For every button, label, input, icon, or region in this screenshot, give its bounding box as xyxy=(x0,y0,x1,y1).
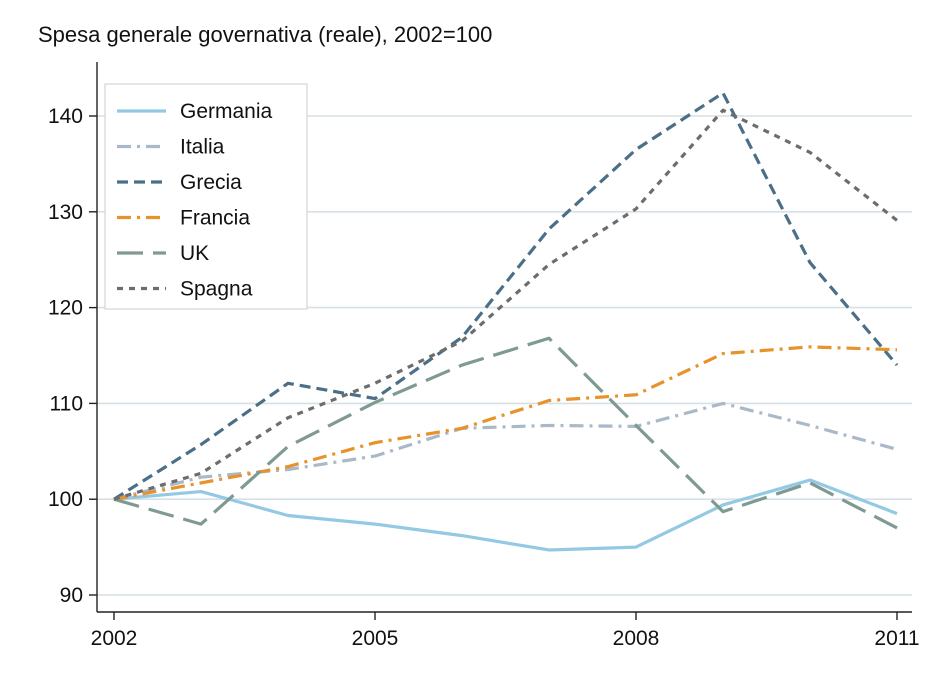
x-tick-label-2008: 2008 xyxy=(613,627,660,650)
legend-label-grecia: Grecia xyxy=(180,171,242,194)
axes: 90 100 110 120 130 140 2002 2005 2008 2011 xyxy=(48,62,920,650)
x-tick-label-2005: 2005 xyxy=(352,627,399,650)
legend-label-uk: UK xyxy=(180,242,209,265)
series-lines xyxy=(113,91,899,552)
series-line-spagna xyxy=(113,108,898,501)
legend: Germania Italia Grecia Francia UK Spagna xyxy=(104,83,308,310)
y-tick-label-140: 140 xyxy=(48,105,83,128)
y-tick-label-130: 130 xyxy=(48,201,83,224)
series-line-francia xyxy=(113,345,898,501)
series-line-grecia xyxy=(113,91,899,501)
series-line-germania xyxy=(113,478,898,552)
legend-label-italia: Italia xyxy=(180,136,225,159)
y-tick-label-100: 100 xyxy=(48,488,83,511)
series-line-uk xyxy=(113,336,898,530)
legend-label-francia: Francia xyxy=(180,207,250,230)
chart-title: Spesa generale governativa (reale), 2002… xyxy=(38,22,493,47)
legend-box xyxy=(104,83,308,310)
y-tick-label-90: 90 xyxy=(60,584,83,607)
y-tick-label-120: 120 xyxy=(48,297,83,320)
legend-label-spagna: Spagna xyxy=(180,278,253,301)
x-tick-label-2002: 2002 xyxy=(91,627,138,650)
x-tick-label-2011: 2011 xyxy=(874,627,919,650)
legend-label-germania: Germania xyxy=(180,100,273,123)
y-tick-label-110: 110 xyxy=(50,392,83,415)
series-line-italia xyxy=(113,401,898,501)
